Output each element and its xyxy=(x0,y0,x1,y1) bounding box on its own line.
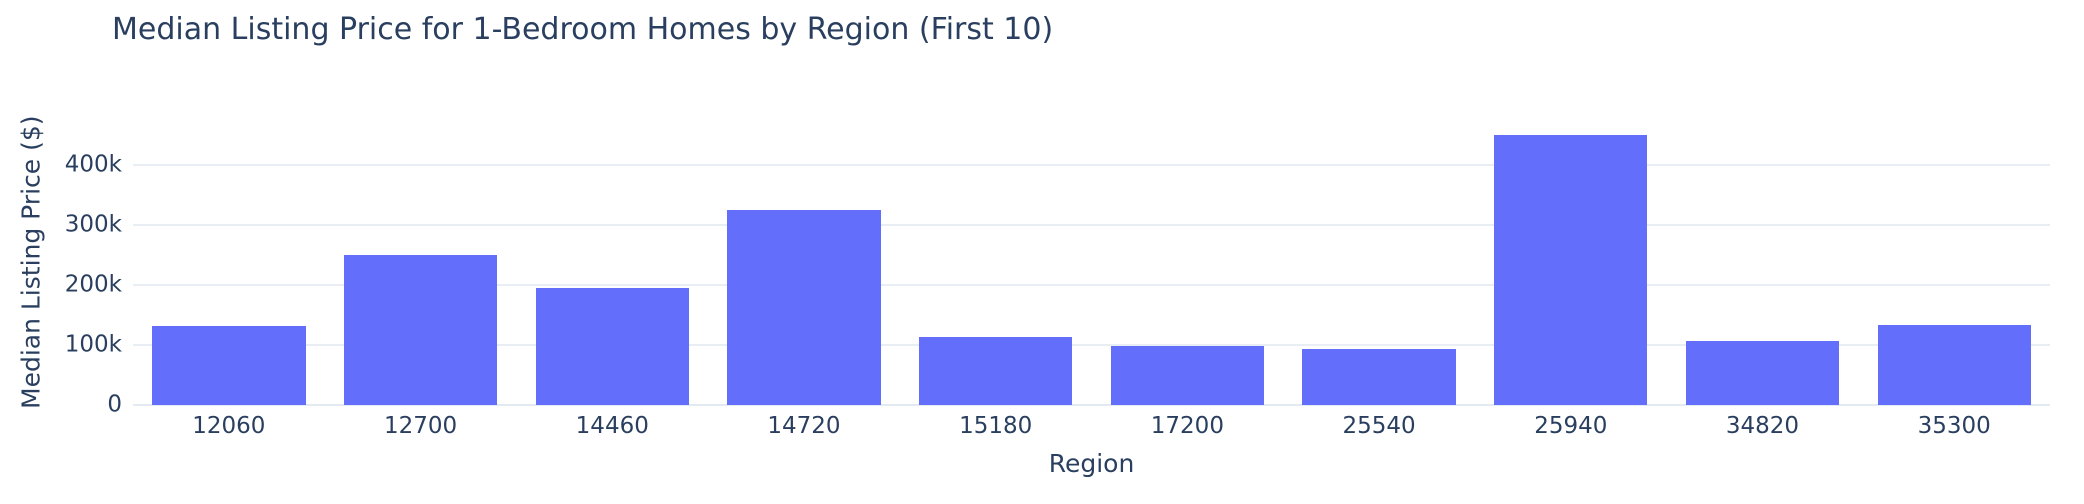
bar-15180[interactable] xyxy=(918,337,1073,405)
bar-slot-15180 xyxy=(900,119,1092,405)
bar-slot-12700 xyxy=(325,119,517,405)
x-tick-label-35300: 35300 xyxy=(1917,413,1991,439)
bar-slot-25940 xyxy=(1475,119,1667,405)
bar-12060[interactable] xyxy=(152,325,306,405)
y-axis-tick-labels: 0 100k 200k 300k 400k xyxy=(0,119,122,416)
y-tick-label-0: 0 xyxy=(107,391,122,418)
x-tick-label-12060: 12060 xyxy=(192,413,266,439)
bar-34820[interactable] xyxy=(1685,341,1840,405)
bar-slot-12060 xyxy=(133,119,325,405)
bar-slot-14460 xyxy=(516,119,708,405)
x-axis-title: Region xyxy=(1048,449,1135,478)
bar-slot-25540 xyxy=(1283,119,1475,405)
x-axis-tick-labels: 12060 12700 14460 14720 15180 17200 25540 25940… xyxy=(133,413,2050,439)
x-tick-label-12700: 12700 xyxy=(383,413,458,439)
bar-14460[interactable] xyxy=(535,287,689,405)
gridline-300k xyxy=(133,223,2050,226)
x-tick-label-15180: 15180 xyxy=(959,413,1033,439)
x-tick-label-25540: 25540 xyxy=(1342,413,1416,439)
zero-line xyxy=(133,404,2050,406)
chart-title: Median Listing Price for 1-Bedroom Homes… xyxy=(112,12,1054,47)
bar-25940[interactable] xyxy=(1494,135,1648,405)
bar-slot-34820 xyxy=(1667,119,1859,405)
gridline-200k xyxy=(133,283,2050,286)
bar-slot-14720 xyxy=(708,119,900,405)
bar-slot-35300 xyxy=(1858,119,2050,405)
x-tick-label-25940: 25940 xyxy=(1534,413,1608,439)
y-tick-label-100k: 100k xyxy=(64,331,122,358)
bar-12700[interactable] xyxy=(343,254,498,405)
gridline-100k xyxy=(133,343,2050,346)
bar-25540[interactable] xyxy=(1302,348,1456,405)
x-tick-label-17200: 17200 xyxy=(1150,413,1224,439)
bar-17200[interactable] xyxy=(1110,346,1265,405)
bar-14720[interactable] xyxy=(727,210,881,405)
gridline-400k xyxy=(133,163,2050,166)
bar-35300[interactable] xyxy=(1877,324,2031,405)
x-tick-label-14460: 14460 xyxy=(575,413,649,439)
x-tick-label-14720: 14720 xyxy=(767,413,841,439)
y-tick-label-200k: 200k xyxy=(64,271,122,298)
x-tick-label-34820: 34820 xyxy=(1725,413,1800,439)
y-tick-label-300k: 300k xyxy=(64,211,122,238)
bar-series xyxy=(133,119,2050,405)
bar-slot-17200 xyxy=(1092,119,1284,405)
y-tick-label-400k: 400k xyxy=(64,151,122,178)
plot-area xyxy=(133,119,2050,406)
